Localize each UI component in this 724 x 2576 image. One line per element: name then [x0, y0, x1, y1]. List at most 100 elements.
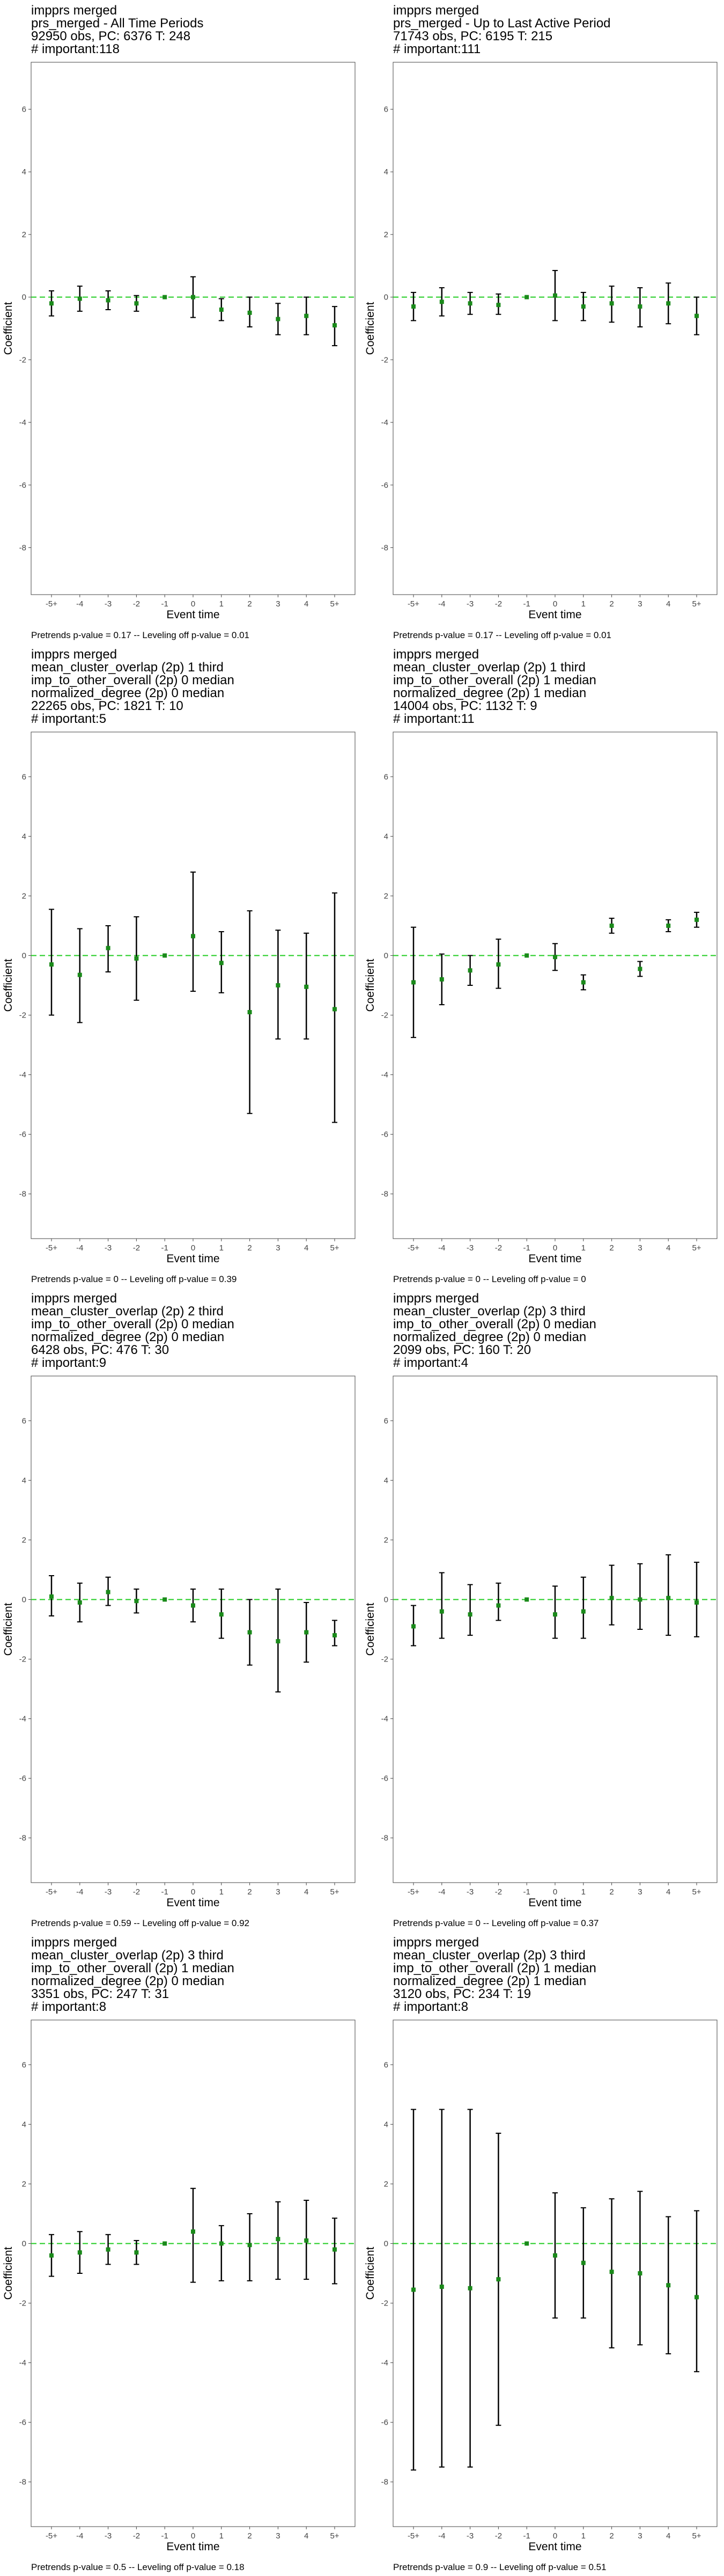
- chart-header-line: normalized_degree (2p) 1 median: [393, 1974, 587, 1988]
- data-point: [276, 317, 280, 321]
- p-value-note: Pretrends p-value = 0 -- Leveling off p-…: [393, 1918, 599, 1928]
- data-point: [609, 301, 614, 306]
- data-point: [247, 310, 252, 315]
- x-axis-label: Event time: [166, 2541, 219, 2553]
- y-tick-label: 4: [22, 2120, 26, 2129]
- chart-header-line: # important:11: [393, 712, 475, 726]
- chart-header-line: 22265 obs, PC: 1821 T: 10: [31, 699, 183, 713]
- chart-header-line: prs_merged - All Time Periods: [31, 16, 204, 31]
- data-point: [638, 967, 642, 971]
- x-tick-label: -3: [105, 2531, 112, 2541]
- x-tick-label: 3: [638, 599, 642, 609]
- data-point: [134, 956, 139, 961]
- x-tick-label: -1: [523, 599, 530, 609]
- chart-header-line: 3351 obs, PC: 247 T: 31: [31, 1987, 169, 2001]
- x-tick-label: 1: [219, 1243, 224, 1253]
- y-tick-label: 6: [384, 772, 388, 781]
- chart-svg: -8 -6 -4 -2 0 2 4 6 -5+ -4 -3 -2 -1 0 1 2 3 4 5+ Event time…: [364, 1375, 718, 1909]
- p-value-note: Pretrends p-value = 0.59 -- Leveling off…: [31, 1918, 249, 1928]
- x-tick-label: 3: [276, 2531, 280, 2541]
- x-tick-label: -1: [161, 2531, 168, 2541]
- y-tick-label: 2: [22, 1535, 26, 1545]
- chart-header: impprs merged prs_merged - Up to Last Act…: [393, 4, 611, 56]
- data-point: [553, 2253, 557, 2258]
- data-point: [609, 1596, 614, 1600]
- y-tick-label: -2: [19, 1655, 26, 1664]
- y-tick-label: 4: [384, 1476, 388, 1485]
- chart-header-line: normalized_degree (2p) 0 median: [31, 1330, 225, 1344]
- data-point: [162, 953, 167, 958]
- x-tick-label: -3: [467, 2531, 474, 2541]
- y-tick-label: -4: [19, 418, 26, 427]
- x-tick-label: 4: [304, 1243, 308, 1253]
- data-point: [191, 934, 195, 939]
- chart-header: impprs merged mean_cluster_overlap (2p) 1…: [393, 648, 596, 726]
- chart-svg: -8 -6 -4 -2 0 2 4 6 -5+ -4 -3 -2 -1 0 1 2 3 4 5+ Event time…: [2, 2019, 356, 2553]
- data-point: [162, 295, 167, 299]
- data-point: [162, 1597, 167, 1602]
- chart-header-line: impprs merged: [393, 3, 479, 18]
- x-tick-label: -4: [438, 1887, 445, 1897]
- x-tick-label: -3: [467, 599, 474, 609]
- data-point: [468, 1612, 472, 1617]
- chart-header-line: impprs merged: [31, 1291, 117, 1306]
- data-point: [247, 1630, 252, 1635]
- x-axis-label: Event time: [166, 609, 219, 621]
- x-tick-label: 4: [666, 1887, 670, 1897]
- chart-header-line: normalized_degree (2p) 1 median: [393, 686, 587, 700]
- y-axis-label: Coefficient: [2, 958, 14, 1012]
- data-point: [191, 2229, 195, 2234]
- y-tick-label: -8: [19, 1834, 26, 1843]
- y-tick-label: 2: [22, 891, 26, 901]
- chart-header-line: # important:111: [393, 42, 481, 56]
- chart-header-line: imp_to_other_overall (2p) 1 median: [393, 1961, 596, 1975]
- y-tick-label: 2: [22, 230, 26, 239]
- y-tick-label: -8: [381, 2478, 388, 2487]
- chart-header-line: # important:9: [31, 1356, 107, 1370]
- x-tick-label: 3: [638, 1243, 642, 1253]
- y-tick-label: 4: [384, 167, 388, 177]
- y-tick-label: -6: [381, 481, 388, 490]
- y-axis-label: Coefficient: [2, 2246, 14, 2300]
- y-tick-label: 6: [384, 105, 388, 114]
- data-point: [162, 2241, 167, 2246]
- chart-header-line: 71743 obs, PC: 6195 T: 215: [393, 29, 553, 43]
- data-point: [77, 2250, 82, 2255]
- x-tick-label: 1: [581, 2531, 586, 2541]
- chart-panel: impprs merged mean_cluster_overlap (2p) 1…: [0, 644, 362, 1288]
- x-tick-label: -1: [523, 1887, 530, 1897]
- x-tick-label: -2: [133, 599, 140, 609]
- x-tick-label: 5+: [330, 1243, 339, 1253]
- chart-header: impprs merged mean_cluster_overlap (2p) 3…: [31, 1936, 234, 2014]
- chart-svg: -8 -6 -4 -2 0 2 4 6 -5+ -4 -3 -2 -1 0 1 2 3 4 5+ Event time…: [2, 1375, 356, 1909]
- y-tick-label: 6: [22, 772, 26, 781]
- data-point: [581, 980, 586, 985]
- y-tick-label: -8: [381, 1834, 388, 1843]
- y-tick-label: -2: [381, 1011, 388, 1020]
- x-tick-label: 0: [553, 2531, 557, 2541]
- y-axis-label: Coefficient: [364, 2246, 376, 2300]
- chart-svg: -8 -6 -4 -2 0 2 4 6 -5+ -4 -3 -2 -1 0 1 2 3 4 5+ Event time…: [364, 2019, 718, 2553]
- y-tick-label: 4: [384, 2120, 388, 2129]
- x-tick-label: -1: [161, 1887, 168, 1897]
- p-value-note: Pretrends p-value = 0.17 -- Leveling off…: [393, 630, 611, 640]
- x-axis-label: Event time: [528, 609, 581, 621]
- chart-header-line: mean_cluster_overlap (2p) 1 third: [393, 660, 586, 675]
- chart-header-line: normalized_degree (2p) 0 median: [31, 1974, 225, 1988]
- y-axis-label: Coefficient: [2, 302, 14, 355]
- x-tick-label: 4: [666, 2531, 670, 2541]
- y-tick-label: 2: [384, 2179, 388, 2189]
- y-tick-label: -6: [19, 1130, 26, 1139]
- y-tick-label: -4: [381, 418, 388, 427]
- x-tick-label: 0: [191, 1243, 195, 1253]
- x-tick-label: -5+: [408, 2531, 419, 2541]
- y-tick-label: 6: [22, 1416, 26, 1425]
- x-tick-label: 3: [276, 1887, 280, 1897]
- x-axis-label: Event time: [528, 2541, 581, 2553]
- chart-svg: -8 -6 -4 -2 0 2 4 6 -5+ -4 -3 -2 -1 0 1 2 3 4 5+ Event time…: [364, 731, 718, 1265]
- x-tick-label: 4: [304, 1887, 308, 1897]
- x-tick-label: 1: [581, 599, 586, 609]
- x-tick-label: 4: [666, 599, 670, 609]
- data-point: [581, 1609, 586, 1614]
- data-point: [468, 968, 472, 973]
